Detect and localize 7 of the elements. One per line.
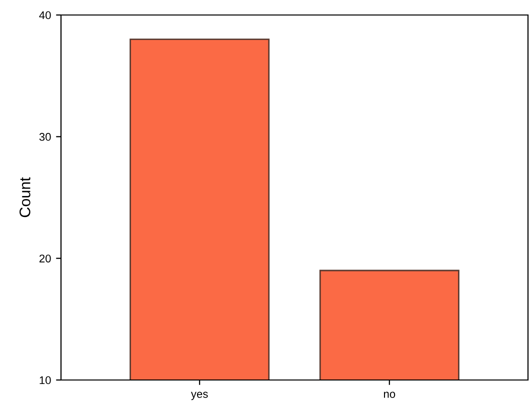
y-tick-label: 40	[39, 11, 51, 20]
y-tick-label: 20	[39, 254, 51, 262]
y-tick-label: 10	[40, 376, 51, 384]
y-tick-label: 30	[39, 132, 51, 141]
y-axis-title: Count	[20, 177, 30, 218]
x-tick-label: no	[384, 392, 396, 398]
x-tick-label: yes	[190, 392, 208, 400]
